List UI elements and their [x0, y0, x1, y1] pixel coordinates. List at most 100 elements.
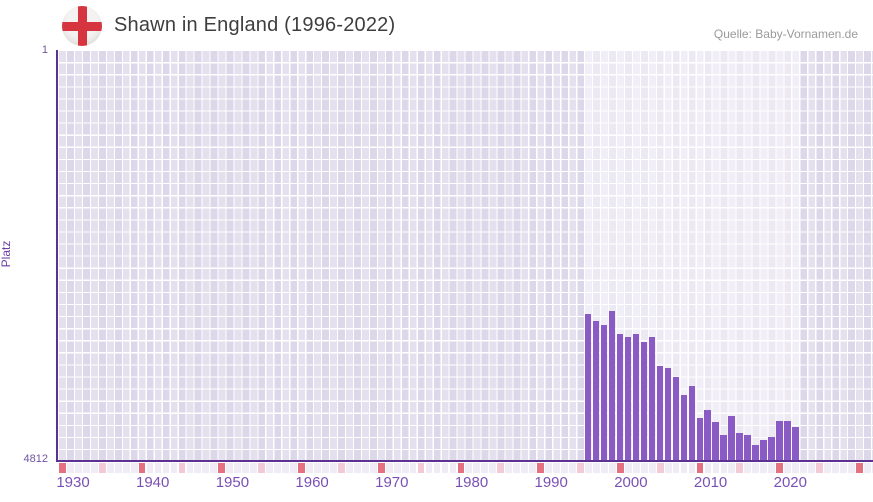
bar-2015[interactable]: [736, 432, 743, 461]
year-cell-2007: [672, 463, 680, 473]
year-cell-1961: [306, 463, 313, 473]
year-cell-2026: [824, 463, 831, 473]
x-tick-2020: 2020: [773, 474, 807, 491]
bar-2008[interactable]: [680, 394, 687, 461]
year-cell-1945: [178, 463, 186, 473]
year-cell-1974: [409, 463, 417, 473]
year-cell-1948: [202, 463, 210, 473]
x-tick-1950: 1950: [215, 474, 250, 491]
year-cell-1959: [290, 463, 297, 473]
year-cell-1999: [608, 463, 616, 473]
year-cell-1987: [513, 463, 521, 473]
plot-grid: [58, 50, 873, 461]
year-cell-2024: [808, 463, 815, 473]
year-cell-1969: [369, 463, 377, 473]
year-cell-2020: [776, 463, 784, 473]
year-cell-1986: [505, 463, 513, 473]
year-cell-2032: [871, 463, 873, 473]
x-tick-1980: 1980: [454, 474, 489, 491]
bar-2005[interactable]: [656, 365, 664, 461]
bar-2000[interactable]: [616, 333, 624, 461]
year-cell-1949: [210, 463, 218, 473]
year-cell-1988: [521, 463, 529, 473]
bar-2014[interactable]: [728, 415, 735, 461]
year-cell-1939: [130, 463, 138, 473]
year-cell-2001: [624, 463, 632, 473]
year-cell-1958: [282, 463, 289, 473]
year-cell-1998: [600, 463, 608, 473]
year-cell-2023: [800, 463, 807, 473]
year-cell-1942: [154, 463, 162, 473]
year-cell-2016: [744, 463, 752, 473]
year-cell-1977: [433, 463, 441, 473]
year-cell-2004: [648, 463, 656, 473]
bar-2019[interactable]: [768, 436, 775, 461]
x-tick-1930: 1930: [56, 474, 90, 491]
bar-2004[interactable]: [648, 336, 656, 461]
year-cell-2014: [728, 463, 736, 473]
year-cell-1935: [98, 463, 106, 473]
source-credit: Quelle: Baby-Vornamen.de: [713, 27, 858, 41]
year-cell-2030: [856, 463, 863, 473]
england-flag-icon: [62, 6, 102, 46]
year-cell-1990: [537, 463, 544, 473]
year-cell-1964: [329, 463, 337, 473]
bar-2013[interactable]: [720, 434, 727, 461]
year-cell-1985: [497, 463, 505, 473]
year-cell-1937: [114, 463, 122, 473]
year-cell-1944: [170, 463, 178, 473]
year-cell-1954: [250, 463, 258, 473]
bar-2020[interactable]: [776, 420, 783, 461]
year-cell-2018: [760, 463, 768, 473]
y-tick-top: 1: [41, 44, 48, 56]
year-cell-1967: [353, 463, 361, 473]
year-cell-1968: [361, 463, 369, 473]
bar-2021[interactable]: [784, 420, 791, 461]
year-cell-2019: [768, 463, 776, 473]
y-axis-line: [56, 50, 58, 462]
year-cell-1950: [218, 463, 226, 473]
bar-2011[interactable]: [704, 410, 711, 461]
year-cell-1947: [194, 463, 202, 473]
bar-2007[interactable]: [672, 376, 679, 461]
year-cell-1930: [59, 463, 66, 473]
year-cell-2002: [632, 463, 640, 473]
year-cell-1946: [186, 463, 194, 473]
year-cell-1971: [385, 463, 393, 473]
year-cell-1976: [425, 463, 433, 473]
year-cell-1993: [561, 463, 568, 473]
plot-area: [58, 50, 873, 461]
bar-2012[interactable]: [712, 421, 719, 461]
bar-2018[interactable]: [760, 439, 767, 461]
year-cell-1978: [441, 463, 449, 473]
year-cell-1963: [322, 463, 329, 473]
bar-1997[interactable]: [592, 320, 600, 461]
bar-1996[interactable]: [584, 313, 592, 461]
bar-2003[interactable]: [640, 341, 648, 461]
year-cell-1938: [122, 463, 130, 473]
year-cell-2027: [832, 463, 839, 473]
year-cell-1983: [481, 463, 489, 473]
year-cell-1975: [417, 463, 425, 473]
year-cell-1982: [473, 463, 481, 473]
bar-2006[interactable]: [664, 367, 671, 461]
bar-2022[interactable]: [792, 427, 799, 461]
bar-2001[interactable]: [624, 336, 632, 461]
year-cell-2010: [696, 463, 704, 473]
year-cell-1973: [401, 463, 409, 473]
year-cell-1984: [489, 463, 497, 473]
bar-1999[interactable]: [608, 311, 616, 461]
bar-2016[interactable]: [744, 434, 751, 461]
year-cell-1992: [553, 463, 560, 473]
year-cell-2011: [704, 463, 712, 473]
year-cell-1962: [314, 463, 321, 473]
bar-2017[interactable]: [752, 445, 759, 461]
bar-1998[interactable]: [600, 324, 608, 461]
bar-2009[interactable]: [688, 385, 695, 461]
year-cell-1932: [74, 463, 82, 473]
year-cell-1989: [529, 463, 537, 473]
bar-2010[interactable]: [696, 417, 703, 461]
bar-2002[interactable]: [632, 333, 640, 461]
year-cell-2012: [712, 463, 720, 473]
